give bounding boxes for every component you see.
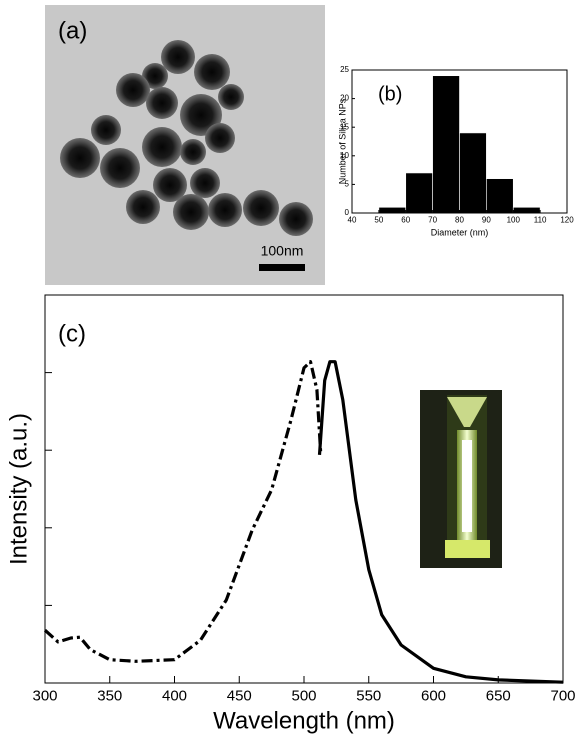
- y-tick-label: 25: [340, 65, 349, 74]
- inset-photo: [420, 390, 502, 568]
- x-tick-label: 40: [348, 215, 357, 224]
- x-tick-label: 120: [560, 215, 574, 224]
- bar: [512, 206, 541, 214]
- tem-image: (a) 100nm: [45, 5, 325, 285]
- x-tick-label: 650: [486, 687, 511, 704]
- y-axis-label: Number of Silica NPs: [337, 98, 347, 184]
- x-tick-label: 400: [162, 687, 187, 704]
- x-tick-label: 350: [97, 687, 122, 704]
- x-tick-label: 60: [401, 215, 410, 224]
- spectrum-line: [43, 360, 323, 663]
- bar: [459, 132, 487, 214]
- y-tick-label: 5: [345, 180, 350, 189]
- x-tick-label: 50: [374, 215, 383, 224]
- y-tick-label: 10: [340, 151, 349, 160]
- spectrum-line: [317, 360, 564, 684]
- bar: [486, 178, 514, 214]
- x-axis-label: Diameter (nm): [431, 227, 489, 237]
- bar: [432, 75, 460, 214]
- x-tick-label: 100: [507, 215, 521, 224]
- y-tick-label: 15: [340, 122, 349, 131]
- x-tick-label: 300: [32, 687, 57, 704]
- panel-label: (b): [378, 83, 402, 105]
- panel-label: (c): [58, 320, 86, 347]
- x-tick-label: 90: [482, 215, 491, 224]
- x-tick-label: 80: [455, 215, 464, 224]
- bar: [405, 172, 433, 214]
- nanoparticles: [60, 40, 313, 236]
- x-tick-label: 110: [534, 215, 547, 224]
- x-tick-label: 600: [421, 687, 446, 704]
- x-tick-label: 700: [550, 687, 575, 704]
- scale-bar-label: 100nm: [261, 243, 304, 259]
- x-tick-label: 500: [291, 687, 316, 704]
- bar: [378, 206, 407, 214]
- y-axis-label: Intensity (a.u.): [5, 413, 32, 565]
- panel-label: (a): [58, 17, 87, 44]
- x-tick-label: 70: [428, 215, 437, 224]
- y-tick-label: 0: [345, 208, 350, 217]
- x-axis-label: Wavelength (nm): [213, 707, 395, 734]
- y-tick-label: 20: [340, 94, 349, 103]
- x-tick-label: 550: [356, 687, 381, 704]
- x-tick-label: 450: [227, 687, 252, 704]
